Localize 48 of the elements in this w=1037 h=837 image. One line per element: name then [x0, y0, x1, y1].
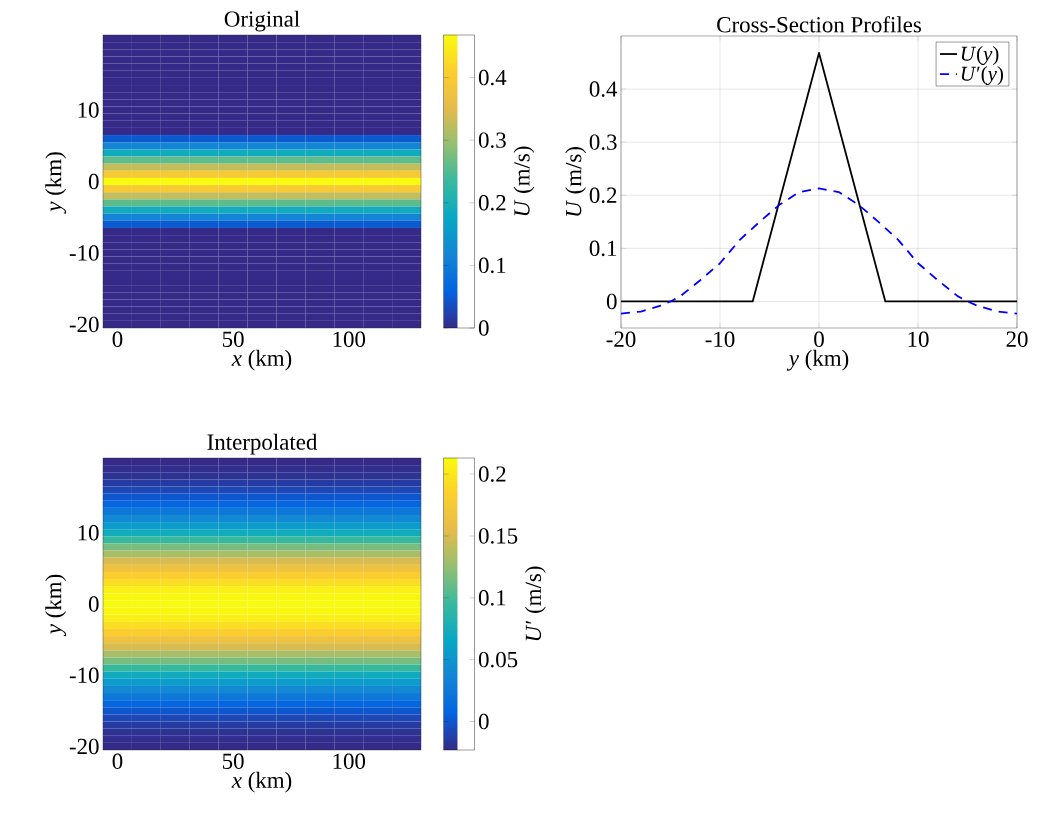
color-bar-title: U (m/s) [513, 146, 535, 216]
color-bar-label: 0.15 [478, 528, 518, 544]
legend-label: U′(y) [961, 66, 1003, 86]
y-axis-title: U (m/s) [565, 147, 587, 216]
chart-title: Interpolated [207, 433, 318, 455]
color-bar-label: 0.1 [478, 590, 506, 606]
y-tick-label: 0.3 [589, 134, 617, 150]
x-tick-label: 0 [112, 753, 123, 769]
y-tick-label: 0 [88, 173, 99, 190]
y-tick-label: 0.2 [589, 187, 617, 204]
y-tick-label: -20 [69, 316, 99, 333]
color-bar-label: 0.1 [478, 257, 506, 274]
x-tick-label: 50 [222, 753, 244, 769]
x-tick-label: 100 [333, 331, 366, 347]
x-axis-title: y (km) [786, 349, 849, 371]
color-bar-label: 0.4 [478, 69, 507, 86]
y-axis-title: y (km) [45, 152, 67, 214]
y-tick-label: 10 [78, 102, 99, 118]
x-tick-label: -10 [705, 331, 735, 347]
x-tick-label: 100 [333, 753, 366, 769]
color-bar-label: 0.05 [478, 651, 518, 668]
y-tick-label: 0.4 [589, 81, 618, 97]
x-axis-title: x (km) [231, 771, 292, 793]
y-tick-label: 0 [606, 293, 617, 310]
color-bar-label: 0.2 [478, 195, 506, 211]
color-bar-title: U′ (m/s) [524, 566, 546, 641]
x-tick-label: 10 [908, 331, 929, 347]
legend-label: U(y) [961, 46, 999, 66]
color-bar-label: 0.3 [478, 132, 506, 148]
y-tick-label: 0 [88, 596, 99, 612]
chart-title: Original [224, 10, 300, 32]
chart-title: Cross-Section Profiles [717, 16, 921, 33]
color-bar-label: 0.2 [478, 466, 506, 482]
y-tick-label: 0.1 [589, 240, 617, 257]
x-tick-label: -20 [606, 331, 636, 347]
y-tick-label: -10 [69, 245, 99, 261]
color-bar-label: 0 [478, 713, 489, 730]
y-tick-label: -20 [69, 738, 99, 755]
color-bar-label: 0 [478, 320, 489, 336]
y-tick-label: -10 [69, 667, 99, 683]
x-tick-label: 0 [814, 331, 824, 347]
y-tick-label: 10 [78, 525, 99, 541]
x-tick-label: 0 [112, 331, 123, 347]
x-tick-label: 20 [1006, 331, 1028, 347]
y-axis-title: y (km) [45, 574, 67, 637]
x-axis-title: x (km) [231, 349, 292, 371]
x-tick-label: 50 [222, 331, 244, 347]
line-series [621, 187, 1018, 315]
